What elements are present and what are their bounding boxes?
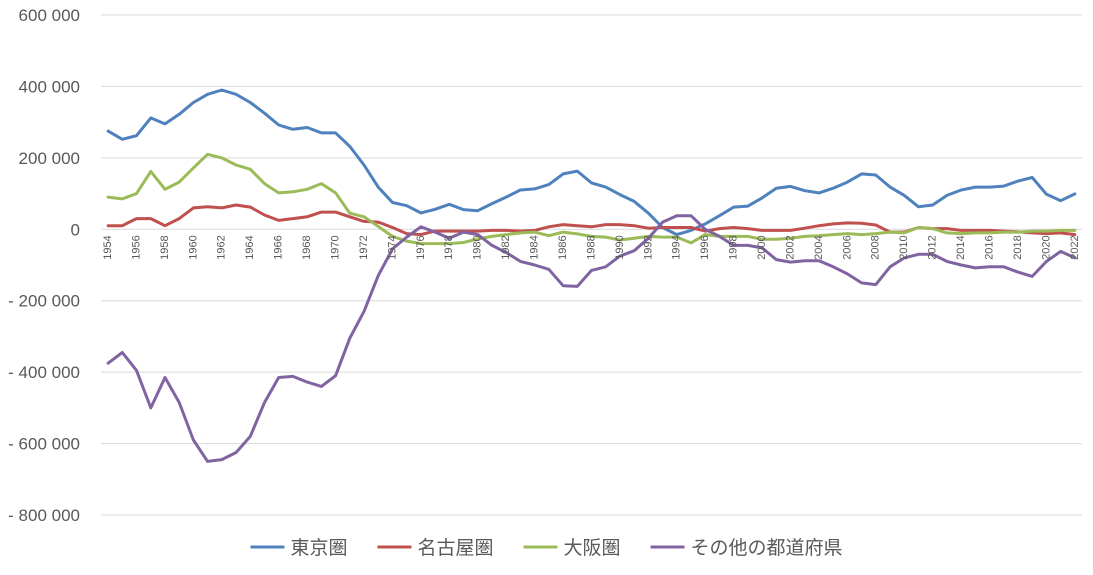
- x-tick-label: 1978: [443, 235, 455, 259]
- legend-label: 大阪圏: [564, 537, 621, 559]
- x-tick-label: 1986: [557, 235, 569, 259]
- legend-item-3: 大阪圏: [523, 537, 621, 559]
- series-line-3: [106, 152, 1077, 246]
- legend-label: その他の都道府県: [691, 537, 843, 559]
- x-tick-label: 1984: [528, 235, 540, 259]
- x-tick-label: 2016: [983, 235, 995, 259]
- x-tick-label: 1972: [358, 235, 370, 259]
- x-tick-label: 1976: [415, 235, 427, 259]
- x-tick-label: 1992: [642, 235, 654, 259]
- legend-item-1: 東京圏: [250, 537, 347, 559]
- x-tick-label: 1974: [386, 235, 398, 259]
- y-tick-label: - 200 000: [8, 292, 80, 311]
- x-tick-label: 1958: [159, 235, 171, 259]
- y-tick-label: 200 000: [19, 149, 80, 168]
- legend-item-2: 名古屋圏: [377, 537, 494, 559]
- x-tick-label: 1980: [472, 235, 484, 259]
- x-tick-label: 2008: [870, 235, 882, 259]
- x-tick-label: 1962: [216, 235, 228, 259]
- gridlines: [101, 14, 1082, 516]
- x-tick-label: 2000: [756, 235, 768, 259]
- y-tick-label: - 800 000: [8, 506, 80, 525]
- x-tick-label: 1968: [301, 235, 313, 259]
- x-tick-label: 2004: [813, 235, 825, 259]
- legend-item-4: その他の都道府県: [650, 537, 843, 559]
- series-line-4: [106, 214, 1077, 463]
- x-tick-label: 1996: [699, 235, 711, 259]
- x-tick-label: 2002: [784, 235, 796, 259]
- x-tick-label: 2006: [841, 235, 853, 259]
- legend-label: 東京圏: [290, 537, 347, 559]
- x-tick-label: 2022: [1069, 235, 1081, 259]
- legend-label: 名古屋圏: [417, 537, 493, 559]
- y-tick-label: - 400 000: [8, 363, 80, 382]
- y-tick-label: 0: [71, 220, 80, 239]
- legend: 東京圏 名古屋圏 大阪圏 その他の都道府県: [250, 537, 843, 559]
- series-line-2: [106, 203, 1077, 237]
- series-lines: [106, 88, 1077, 463]
- x-tick-label: 1970: [329, 235, 341, 259]
- x-tick-label: 1988: [585, 235, 597, 259]
- x-tick-label: 2012: [927, 235, 939, 259]
- x-tick-label: 1990: [614, 235, 626, 259]
- x-tick-label: 1994: [671, 235, 683, 259]
- x-tick-label: 2010: [898, 235, 910, 259]
- x-tick-label: 1960: [187, 235, 199, 259]
- series-line-1: [106, 88, 1077, 237]
- y-tick-label: 600 000: [19, 6, 80, 25]
- x-tick-label: 1998: [728, 235, 740, 259]
- x-tick-label: 2018: [1012, 235, 1024, 259]
- x-axis-ticks: 1954 1956 1958 1960 1962 1964 1966 1968 1970 1972…: [102, 235, 1081, 260]
- y-tick-label: - 600 000: [8, 435, 80, 454]
- x-tick-label: 2020: [1040, 235, 1052, 259]
- x-tick-label: 2014: [955, 235, 967, 259]
- y-tick-label: 400 000: [19, 77, 80, 96]
- x-tick-label: 1964: [244, 235, 256, 259]
- x-tick-label: 1954: [102, 235, 114, 259]
- x-tick-label: 1966: [273, 235, 285, 259]
- y-axis-ticks: 600 000 400 000 200 000 0 - 200 000 - 400 000…: [8, 6, 80, 525]
- x-tick-label: 1982: [500, 235, 512, 259]
- x-tick-label: 1956: [130, 235, 142, 259]
